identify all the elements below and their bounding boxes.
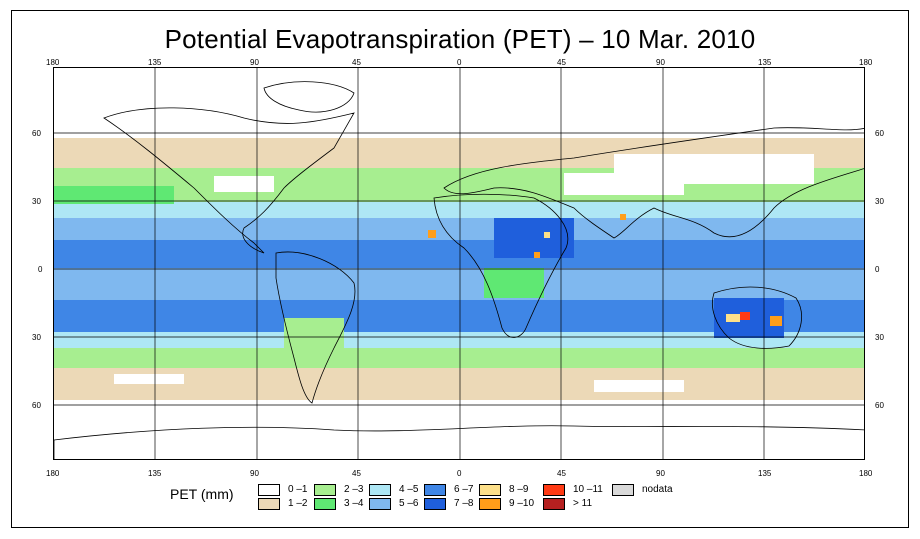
patch-australia-8-9: [726, 314, 740, 322]
patch-siberia-0-1: [614, 154, 814, 184]
lon-label-top: 0: [457, 58, 462, 67]
graticule: [54, 68, 864, 459]
lon-label-bottom: 90: [656, 469, 665, 478]
lon-label-top: 180: [46, 58, 60, 67]
legend-swatch-7-8: [424, 498, 446, 510]
band-south-4-5: [54, 332, 864, 348]
lon-label-top: 45: [557, 58, 566, 67]
pet-map-svg: [54, 68, 864, 459]
legend-swatch-6-7: [424, 484, 446, 496]
patch-westafrica-9-10: [428, 230, 436, 238]
legend-swatch-9-10: [479, 498, 501, 510]
lon-label-top: 90: [656, 58, 665, 67]
lon-label-bottom: 45: [352, 469, 361, 478]
band-north-5-6: [54, 218, 864, 240]
lat-label-left: 0: [38, 265, 43, 274]
legend-label-9-10: 9 –10: [509, 498, 535, 509]
band-north-4-5: [54, 202, 864, 218]
patch-southocean-0-1: [594, 380, 684, 392]
africa-outline: [433, 193, 569, 338]
lon-label-top: 45: [352, 58, 361, 67]
legend-label-gt-11: > 11: [573, 498, 592, 509]
legend-swatch-3-4: [314, 498, 336, 510]
eurasia-outline: [443, 127, 864, 239]
antarctica-outline: [54, 425, 864, 459]
lat-label-left: 30: [32, 197, 41, 206]
legend-label-2-3: 2 –3: [344, 484, 364, 495]
patch-sa-2-3: [284, 318, 344, 368]
map-title: Potential Evapotranspiration (PET) – 10 …: [164, 24, 756, 54]
band-polar-south: [54, 400, 864, 459]
legend-label-0-1: 0 –1: [288, 484, 308, 495]
australia-outline: [712, 286, 803, 349]
legend-swatch-8-9: [479, 484, 501, 496]
lat-label-right: 30: [875, 197, 884, 206]
legend-swatch-2-3: [314, 484, 336, 496]
legend-swatch-1-2: [258, 498, 280, 510]
south-america-outline: [275, 251, 356, 404]
lon-label-bottom: 135: [758, 469, 772, 478]
patch-india-9-10: [620, 214, 626, 220]
figure-frame: [11, 10, 909, 528]
patch-southocean-0-1: [114, 374, 184, 384]
lon-label-bottom: 135: [148, 469, 162, 478]
legend-label-8-9: 8 –9: [509, 484, 529, 495]
legend-label-5-6: 5 –6: [399, 498, 419, 509]
lon-label-bottom: 180: [46, 469, 60, 478]
pet-map: [53, 67, 865, 460]
legend-label-3-4: 3 –4: [344, 498, 364, 509]
band-south-1-2: [54, 368, 864, 400]
band-tropics-6-7: [54, 240, 864, 268]
lon-label-bottom: 180: [859, 469, 873, 478]
legend-swatch-4-5: [369, 484, 391, 496]
patch-africa-3-4: [484, 268, 544, 298]
legend-swatch-5-6: [369, 498, 391, 510]
legend-swatch-gt-11: [543, 498, 565, 510]
lat-label-right: 0: [875, 265, 880, 274]
lat-label-right: 30: [875, 333, 884, 342]
legend-swatch-nodata: [612, 484, 634, 496]
legend-swatch-10-11: [543, 484, 565, 496]
legend-label-nodata: nodata: [642, 484, 673, 495]
legend-label-6-7: 6 –7: [454, 484, 474, 495]
lon-label-top: 90: [250, 58, 259, 67]
lon-label-top: 135: [758, 58, 772, 67]
legend-label-7-8: 7 –8: [454, 498, 474, 509]
lat-label-left: 30: [32, 333, 41, 342]
lat-label-left: 60: [32, 129, 41, 138]
lat-label-right: 60: [875, 129, 884, 138]
band-south-2-3: [54, 348, 864, 368]
lon-label-bottom: 0: [457, 469, 462, 478]
lon-label-top: 135: [148, 58, 162, 67]
legend-swatch-0-1: [258, 484, 280, 496]
legend-label-4-5: 4 –5: [399, 484, 419, 495]
lat-label-right: 60: [875, 401, 884, 410]
lat-label-left: 60: [32, 401, 41, 410]
patch-australia-10-11: [740, 312, 750, 320]
legend-label-1-2: 1 –2: [288, 498, 308, 509]
patch-na-0-1: [214, 176, 274, 192]
legend-title: PET (mm): [170, 486, 234, 502]
band-equator-5-6: [54, 268, 864, 300]
lon-label-top: 180: [859, 58, 873, 67]
legend-label-10-11: 10 –11: [573, 484, 603, 495]
lon-label-bottom: 45: [557, 469, 566, 478]
patch-australia-9-10: [770, 316, 782, 326]
greenland-outline: [263, 81, 355, 113]
lon-label-bottom: 90: [250, 469, 259, 478]
patch-eastafrica-9-10: [534, 252, 540, 258]
patch-eastafrica-8-9: [544, 232, 550, 238]
patch-3-4: [54, 186, 174, 204]
band-polar-north: [54, 68, 864, 138]
